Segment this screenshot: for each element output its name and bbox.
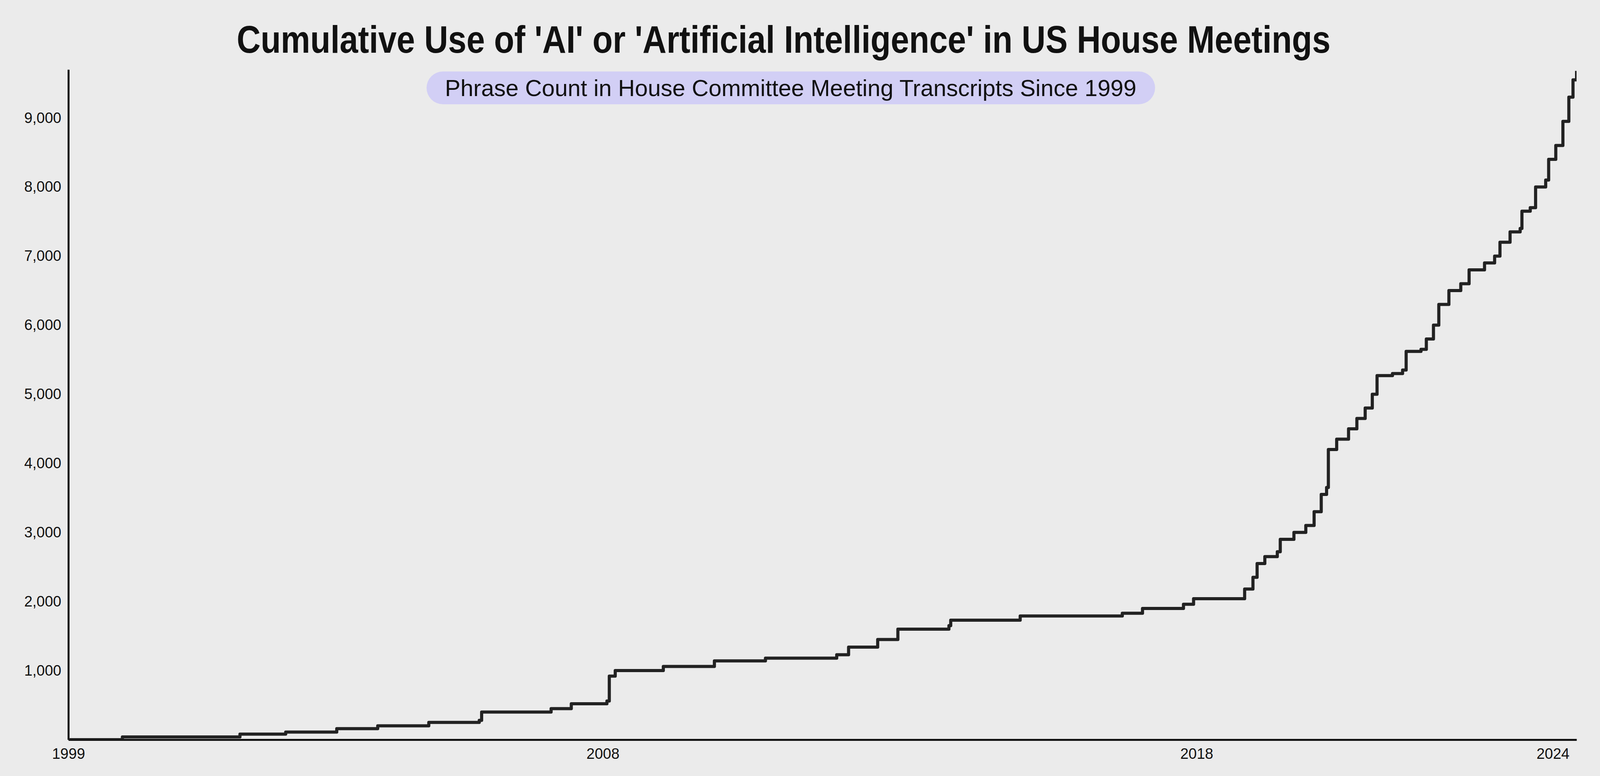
y-tick-label: 6,000 <box>24 316 62 334</box>
x-tick: 2024 <box>1536 739 1570 763</box>
y-tick: 5,000 <box>24 385 69 403</box>
y-axis-line <box>67 69 70 741</box>
y-tick: 7,000 <box>24 247 69 265</box>
y-tick-label: 2,000 <box>24 593 62 610</box>
y-tick-label: 1,000 <box>24 662 62 679</box>
y-tick: 3,000 <box>24 524 69 541</box>
x-tick: 2008 <box>586 739 620 763</box>
y-tick: 9,000 <box>24 109 69 126</box>
x-axis-line <box>68 739 1577 742</box>
background <box>0 0 1600 776</box>
x-tick-label: 1999 <box>51 745 86 763</box>
subtitle-background <box>426 71 1156 105</box>
y-tick-label: 4,000 <box>24 455 62 472</box>
y-tick-label: 3,000 <box>24 524 62 541</box>
x-tick-label: 2008 <box>586 745 620 763</box>
plot-area <box>68 71 1577 740</box>
y-tick: 8,000 <box>24 178 69 195</box>
y-tick-label: 9,000 <box>24 109 62 126</box>
y-tick-label: 8,000 <box>24 178 62 195</box>
x-axis: 1999 2008 2018 2024 <box>51 739 1577 763</box>
x-tick: 2018 <box>1180 739 1214 763</box>
y-tick-label: 5,000 <box>24 385 62 403</box>
y-axis: 1,000 2,000 3,000 4,000 5,000 6,000 7,000 8,000… <box>24 69 69 741</box>
y-tick: 1,000 <box>24 662 69 679</box>
y-tick: 4,000 <box>24 455 69 472</box>
y-tick: 2,000 <box>24 593 69 610</box>
x-tick-label: 2018 <box>1180 745 1214 763</box>
x-tick-label: 2024 <box>1536 745 1570 763</box>
y-tick-label: 7,000 <box>24 247 62 265</box>
cumulative-line <box>68 71 1577 740</box>
y-tick: 6,000 <box>24 316 69 334</box>
title: Cumulative Use of 'AI' or 'Artificial In… <box>236 17 1331 61</box>
chart: Cumulative Use of 'AI' or 'Artificial In… <box>0 0 1600 776</box>
x-tick: 1999 <box>51 739 86 763</box>
subtitle: Phrase Count in House Committee Meeting … <box>444 75 1137 102</box>
